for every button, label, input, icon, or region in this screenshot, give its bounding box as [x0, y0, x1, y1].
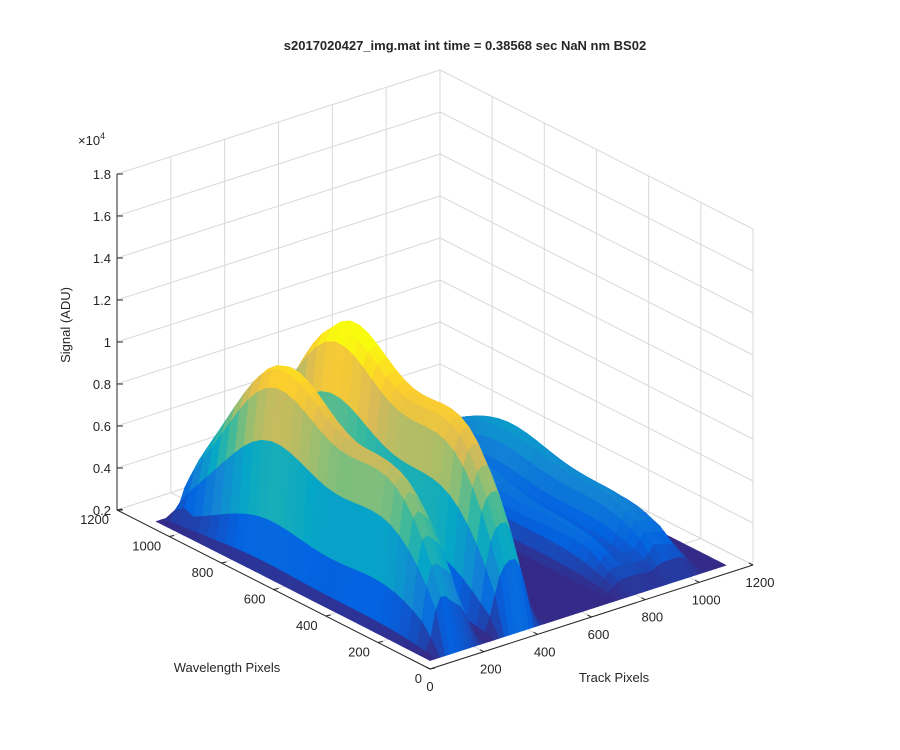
x-tick-label: 0: [426, 679, 433, 694]
z-tick-label: 0.4: [93, 461, 111, 476]
grid-line: [439, 111, 754, 272]
y-tick-label: 800: [192, 565, 214, 580]
z-tick-label: 0.8: [93, 377, 111, 392]
z-tick-label: 0.2: [93, 503, 111, 518]
grid-line: [439, 279, 754, 440]
y-tick-label: 200: [348, 645, 370, 660]
x-tick-mark: [694, 579, 700, 583]
x-tick-label: 1000: [692, 592, 721, 607]
ticks: 0 200 400 600 800 1000 1200 0 200 400 600 800 1000 12…: [80, 167, 774, 694]
y-tick-label: 0: [415, 671, 422, 686]
y-tick-mark: [377, 641, 383, 643]
z-exponent-label: ×104: [78, 131, 105, 148]
y-tick-mark: [273, 588, 279, 590]
x-tick-mark: [533, 631, 538, 635]
grid-line: [439, 69, 754, 230]
x-tick-label: 600: [588, 627, 610, 642]
z-tick-label: 1.6: [93, 209, 111, 224]
y-tick-label: 400: [296, 618, 318, 633]
y-tick-label: 600: [244, 592, 266, 607]
z-tick-label: 0.6: [93, 419, 111, 434]
y-axis-label: Wavelength Pixels: [174, 660, 281, 675]
grid-line: [116, 195, 441, 301]
z-axis-label: Signal (ADU): [58, 287, 73, 363]
z-tick-label: 1.4: [93, 251, 111, 266]
grid-line: [439, 321, 754, 482]
grid-line: [439, 363, 754, 524]
x-tick-mark: [641, 597, 646, 601]
grid-line: [439, 237, 754, 398]
grid-line: [439, 153, 754, 314]
grid-line: [116, 279, 441, 385]
chart-title: s2017020427_img.mat int time = 0.38568 s…: [284, 38, 646, 53]
y-tick-label: 1000: [132, 539, 161, 554]
surface: [155, 320, 727, 661]
y-tick-mark: [169, 535, 175, 537]
grid-line: [116, 69, 441, 175]
surface-patch: [420, 651, 436, 661]
x-tick-mark: [479, 649, 485, 653]
x-tick-mark: [587, 614, 592, 618]
grid-line: [116, 237, 441, 343]
grid-line: [116, 111, 441, 217]
x-tick-label: 200: [480, 662, 502, 677]
y-tick-label: 1200: [80, 512, 109, 527]
x-tick-label: 800: [641, 610, 663, 625]
z-tick-label: 1: [104, 335, 111, 350]
y-tick-mark: [429, 667, 436, 670]
x-tick-mark: [748, 562, 754, 566]
x-axis-label: Track Pixels: [579, 670, 650, 685]
z-tick-label: 1.8: [93, 167, 111, 182]
x-tick-label: 400: [534, 644, 556, 659]
y-tick-mark: [325, 614, 331, 617]
y-tick-mark: [221, 561, 227, 564]
x-tick-mark: [425, 666, 431, 670]
grid-line: [439, 195, 754, 356]
grid-line: [116, 153, 441, 259]
x-tick-label: 1200: [746, 575, 775, 590]
z-tick-label: 1.2: [93, 293, 111, 308]
